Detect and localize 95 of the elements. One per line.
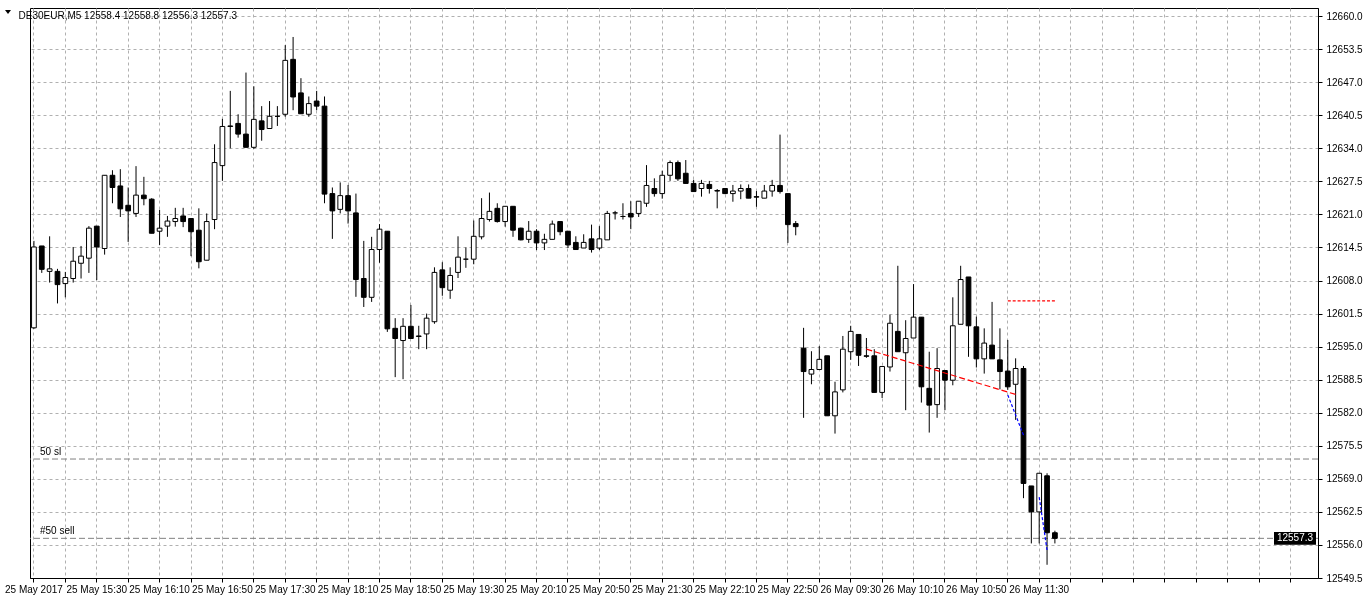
- y-tick-label: 12627.5: [1326, 175, 1364, 187]
- candlestick: [258, 105, 265, 142]
- x-tick-label: 25 May 15:30: [66, 583, 128, 595]
- candlestick: [337, 181, 344, 214]
- candlestick: [400, 317, 406, 380]
- candlestick: [549, 220, 556, 240]
- x-tick-label: 26 May 09:30: [820, 583, 882, 595]
- candlestick: [133, 165, 139, 218]
- candlestick: [78, 245, 84, 280]
- y-tick-label: 12588.5: [1326, 374, 1364, 386]
- candlestick: [1004, 339, 1011, 391]
- candlestick: [117, 168, 124, 218]
- candlestick: [62, 271, 69, 298]
- y-tick-label: 12582.0: [1326, 407, 1364, 419]
- y-tick-label: 12614.5: [1326, 241, 1364, 253]
- x-tick-label: 26 May 10:10: [883, 583, 945, 595]
- x-tick-label: 26 May 10:50: [946, 583, 1008, 595]
- candlestick: [93, 225, 100, 281]
- y-tick-label: 12562.5: [1326, 506, 1364, 518]
- y-tick-label: 12653.5: [1326, 43, 1364, 55]
- y-tick-label: 12595.0: [1326, 341, 1364, 353]
- candlestick: [408, 304, 414, 340]
- x-tick-label: 25 May 22:50: [757, 583, 819, 595]
- y-tick-label: 12621.0: [1326, 208, 1364, 220]
- candlestick: [667, 160, 673, 182]
- candlestick: [926, 351, 933, 434]
- candlestick: [439, 261, 446, 297]
- candlestick: [298, 77, 304, 115]
- candlestick: [392, 317, 399, 378]
- annotation: 12557.3: [1276, 532, 1314, 544]
- candlestick: [714, 188, 721, 209]
- x-tick-label: 25 May 20:50: [569, 583, 631, 595]
- candlestick: [415, 325, 422, 350]
- x-tick-label: 26 May 11:30: [1009, 583, 1070, 595]
- candlestick: [902, 319, 909, 411]
- y-tick-label: 12575.5: [1326, 440, 1364, 452]
- candlestick: [730, 184, 736, 203]
- y-tick-label: 12640.5: [1326, 109, 1364, 121]
- x-tick-label: 25 May 21:30: [631, 583, 693, 595]
- y-tick-label: 12601.5: [1326, 308, 1364, 320]
- candlestick: [125, 186, 132, 243]
- y-tick-label: 12569.0: [1326, 473, 1364, 485]
- candlestick: [682, 159, 689, 184]
- y-tick-label: 12556.0: [1326, 539, 1364, 551]
- x-tick-label: 25 May 19:30: [443, 583, 505, 595]
- candlestick: [989, 301, 995, 360]
- candlestick: [494, 202, 501, 224]
- candlestick: [188, 218, 194, 257]
- candlestick: [38, 245, 45, 274]
- candlestick: [180, 207, 186, 228]
- candlestick: [227, 90, 234, 149]
- x-tick-label: 25 May 16:10: [129, 583, 191, 595]
- candlestick: [997, 327, 1003, 390]
- y-tick-label: 12608.0: [1326, 275, 1364, 287]
- y-tick-label: 12647.0: [1326, 76, 1364, 88]
- y-tick-label: 12634.0: [1326, 142, 1364, 154]
- x-tick-label: 25 May 20:10: [506, 583, 568, 595]
- candlestick: [675, 160, 681, 182]
- candlestick: [266, 100, 273, 130]
- candlestick: [470, 220, 477, 265]
- candlestick: [447, 266, 454, 300]
- ref-line-label: #50 sell: [40, 525, 75, 537]
- candlestick: [777, 134, 783, 195]
- x-tick-label: 25 May 18:50: [380, 583, 442, 595]
- candlestick: [942, 370, 948, 411]
- candlestick: [235, 113, 241, 139]
- x-tick-label: 25 May 16:50: [192, 583, 254, 595]
- candlestick: [156, 209, 163, 246]
- candlestick: [894, 265, 901, 353]
- candlestick: [525, 220, 532, 244]
- candlestick: [502, 205, 508, 228]
- candlestick: [141, 176, 147, 206]
- candlestick: [305, 95, 312, 118]
- x-tick-label: 25 May 2017: [5, 583, 64, 595]
- candlestick: [455, 235, 461, 279]
- candlestick: [70, 246, 77, 284]
- candlestick: [164, 215, 171, 238]
- candlestick: [313, 90, 320, 111]
- candlestick: [816, 345, 823, 371]
- y-tick-label: 12549.5: [1326, 572, 1364, 584]
- candlestick: [510, 205, 516, 238]
- ref-line-label: 50 sl: [40, 446, 62, 458]
- candlestick: [847, 325, 854, 361]
- candlestick: [243, 72, 249, 148]
- x-tick-label: 25 May 18:10: [317, 583, 379, 595]
- candlestick: [981, 327, 988, 375]
- candlestick: [832, 381, 838, 435]
- y-tick-label: 12660.0: [1326, 10, 1364, 22]
- candlestick: [360, 240, 367, 308]
- x-tick-label: 25 May 22:10: [694, 583, 756, 595]
- candlestick: [627, 200, 634, 230]
- candlestick: [345, 184, 351, 225]
- candlestick: [659, 170, 666, 200]
- candlestick: [172, 207, 179, 228]
- x-tick-label: 25 May 17:30: [254, 583, 316, 595]
